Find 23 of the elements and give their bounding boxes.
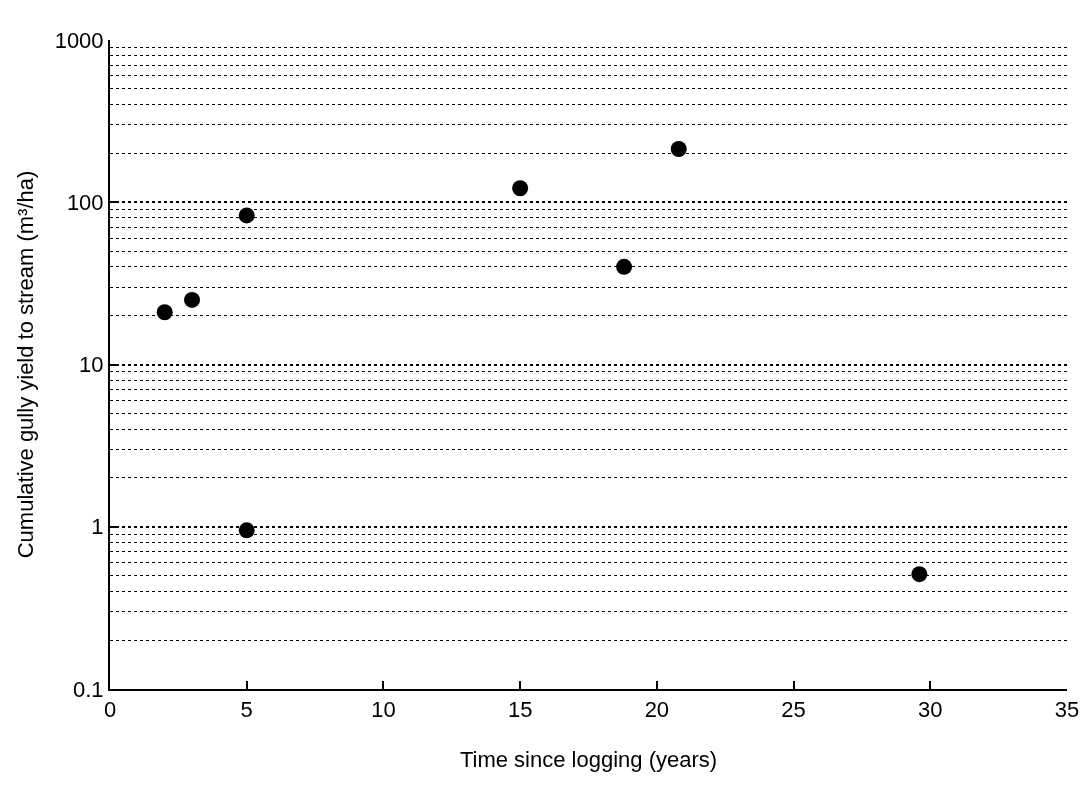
y-tick-label: 100 [66,189,104,215]
point [512,180,529,197]
x-tick-label: 20 [644,697,670,723]
y-tick-label: 10 [79,352,104,378]
point [616,258,633,275]
x-tick-label: 10 [371,697,396,723]
point [238,207,255,224]
y-axis-title: Cumulative gully yield to stream (m³/ha) [12,170,38,559]
x-tick-label: 30 [918,697,943,723]
x-tick-label: 35 [1054,697,1080,723]
point [670,140,687,157]
point [911,566,928,583]
y-tick-label: 1 [91,514,104,540]
x-tick-label: 15 [507,697,533,723]
x-tick-label: 25 [781,697,806,723]
y-tick-label: 1000 [54,27,104,53]
point [156,304,173,321]
point [184,291,201,308]
x-tick-label: 0 [103,697,117,723]
point [238,522,255,539]
y-tick-label: 0.1 [73,676,104,702]
x-tick-label: 5 [240,697,253,723]
x-axis-title: Time since logging (years) [459,746,718,772]
